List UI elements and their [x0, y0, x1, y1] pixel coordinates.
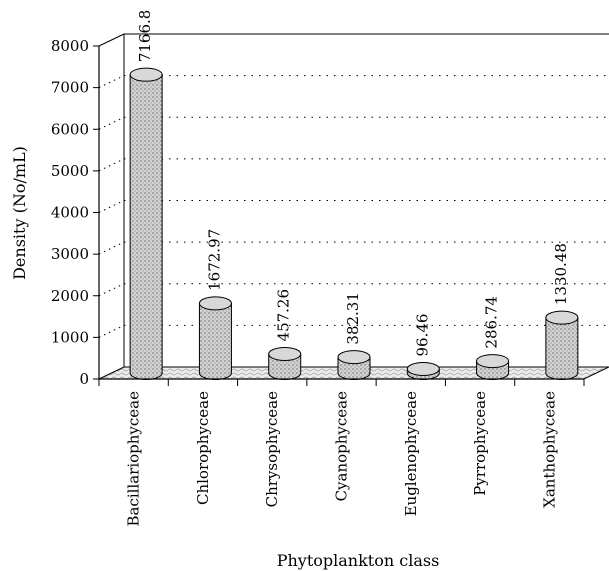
bar	[545, 310, 579, 380]
y-axis-title: Density (No/mL)	[10, 146, 29, 280]
x-tick-label: Pyrrophyceae	[471, 391, 489, 496]
x-tick-label: Xanthophyceae	[540, 391, 558, 508]
y-tick-label: 8000	[51, 37, 89, 55]
x-tick-label: Chrysophyceae	[263, 391, 281, 507]
x-tick-label: Bacillariophyceae	[125, 391, 143, 527]
gridline-side	[98, 324, 125, 338]
y-axis: 0 1000 2000 3000 4000 5000 6000 7000 8000	[51, 37, 100, 388]
y-tick-label: 4000	[51, 204, 89, 222]
x-tick-label: Euglenophyceae	[402, 391, 420, 517]
side-wall-top-edge	[98, 33, 125, 47]
bar	[476, 354, 510, 380]
y-tick-label: 0	[79, 370, 89, 388]
gridline-side	[98, 283, 125, 297]
gridline-side	[98, 116, 125, 130]
y-tick-label: 5000	[51, 162, 89, 180]
y-tick-label: 3000	[51, 245, 89, 263]
x-tick-label: Chlorophyceae	[194, 391, 212, 505]
bar-value-label: 1672.97	[205, 229, 223, 291]
bar-value-label: 382.31	[344, 292, 362, 345]
bar-value-label: 96.46	[413, 314, 431, 357]
gridline-side	[98, 241, 125, 255]
bar	[268, 346, 302, 380]
bar	[129, 67, 163, 380]
bar-value-label: 457.26	[275, 289, 293, 342]
bar	[337, 350, 371, 380]
bar-value-label: 286.74	[483, 296, 501, 349]
x-axis: Bacillariophyceae Chlorophyceae Chrysophyc…	[98, 378, 585, 527]
gridline-side	[98, 75, 125, 89]
x-axis-title: Phytoplankton class	[277, 551, 440, 570]
y-tick-label: 1000	[51, 328, 89, 346]
gridline-side	[98, 200, 125, 213]
y-tick-label: 7000	[51, 79, 89, 97]
bar	[198, 296, 232, 380]
y-tick-label: 2000	[51, 287, 89, 305]
bar-value-label: 1330.48	[552, 243, 570, 305]
bar-series: 7166.8 1672.97 457.26 382.31 96.46 286.74 1330…	[129, 10, 579, 380]
gridline-side	[98, 158, 125, 172]
x-tick-label: Cyanophyceae	[333, 391, 351, 502]
y-tick-label: 6000	[51, 120, 89, 138]
bar	[406, 361, 440, 380]
bar-value-label: 7166.8	[136, 10, 154, 63]
